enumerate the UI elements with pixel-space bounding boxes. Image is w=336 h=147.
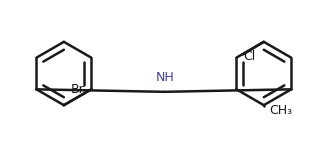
Text: CH₃: CH₃ [269,104,292,117]
Text: Cl: Cl [243,50,255,62]
Text: Br: Br [71,83,85,96]
Text: NH: NH [156,71,175,84]
